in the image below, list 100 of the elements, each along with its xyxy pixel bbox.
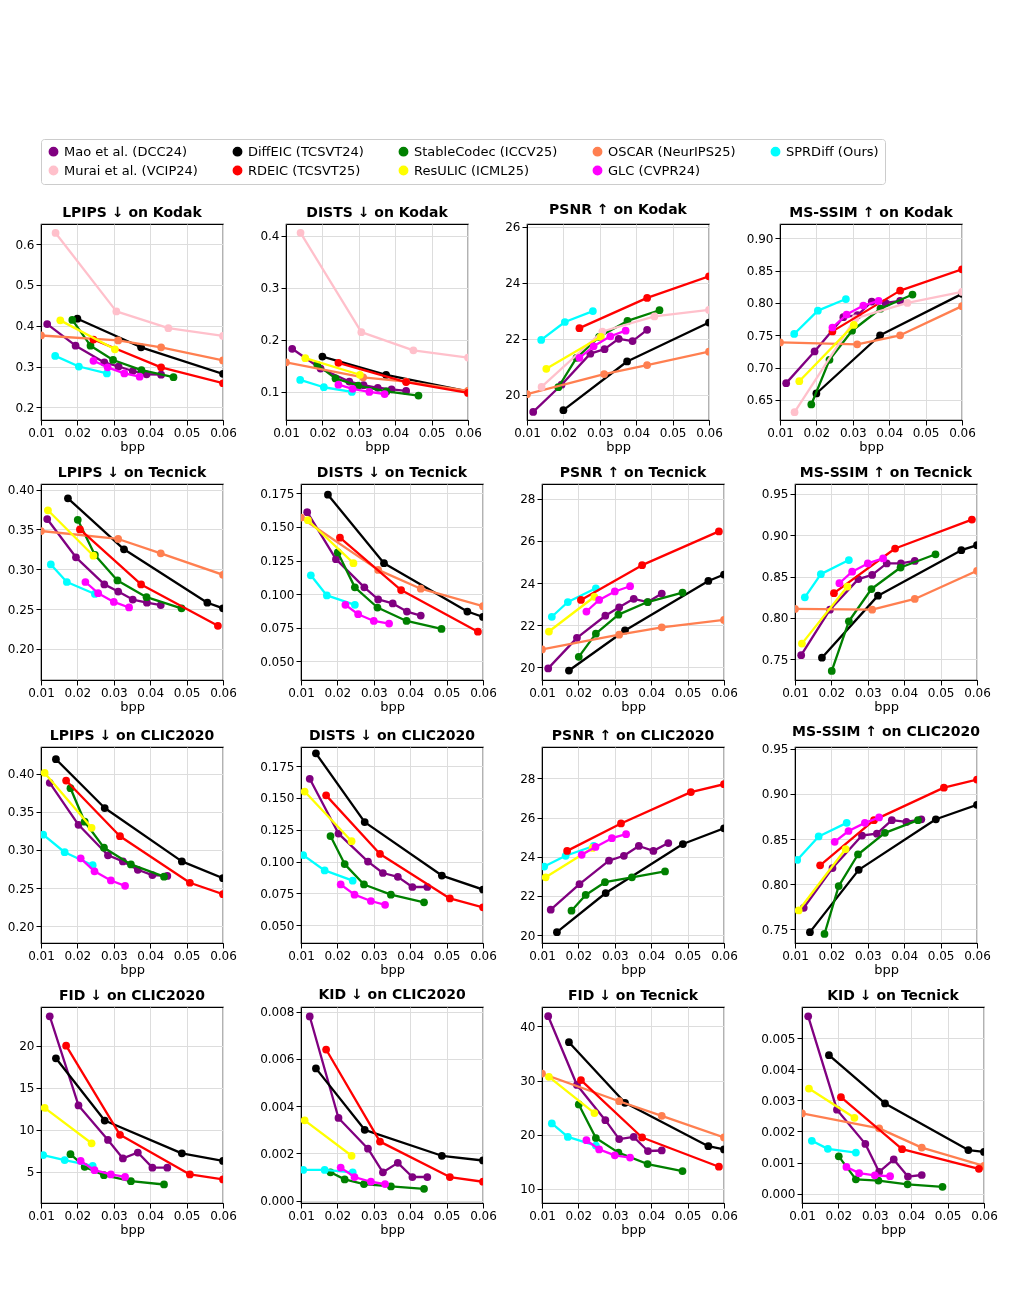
x-axis-title: bpp: [621, 1221, 646, 1237]
x-tick-label: 0.06: [470, 948, 497, 963]
x-tick-label: 0.02: [818, 948, 846, 963]
chart-title: LPIPS ↓ on CLIC2020: [49, 727, 215, 743]
x-tick-label: 0.03: [861, 1208, 889, 1223]
y-tick-label: 0.075: [260, 886, 295, 901]
x-tick-label: 0.02: [565, 948, 593, 963]
x-tick-label: 0.06: [711, 685, 738, 700]
x-tick-label: 0.04: [876, 425, 904, 440]
x-tick-label: 0.01: [782, 948, 809, 963]
x-tick-label: 0.05: [433, 948, 461, 963]
y-tick-label: 0.80: [761, 877, 789, 892]
y-tick-label: 10: [520, 1182, 536, 1197]
x-tick-label: 0.06: [711, 1208, 738, 1223]
legend-label: DiffEIC (TCSVT24): [248, 143, 364, 159]
x-tick-label: 0.05: [173, 948, 201, 963]
x-axis-title: bpp: [380, 1221, 405, 1237]
y-tick-label: 15: [19, 1081, 35, 1096]
x-tick-label: 0.02: [64, 425, 92, 440]
x-tick-label: 0.02: [818, 685, 846, 700]
x-tick-label: 0.03: [100, 425, 128, 440]
x-tick-label: 0.05: [659, 425, 687, 440]
chart-title: MS-SSIM ↑ on CLIC2020: [791, 722, 981, 739]
x-tick-label: 0.01: [767, 425, 794, 440]
x-tick-label: 0.03: [360, 1208, 388, 1223]
x-tick-label: 0.05: [173, 1208, 201, 1223]
y-tick-label: 0.95: [761, 742, 789, 757]
chart-title: PSNR ↑ on CLIC2020: [551, 727, 715, 743]
x-axis-title: bpp: [120, 698, 145, 714]
x-tick-label: 0.06: [949, 425, 976, 440]
x-tick-label: 0.02: [565, 1208, 593, 1223]
y-tick-label: 24: [505, 276, 521, 291]
y-tick-label: 0.175: [260, 486, 295, 501]
x-tick-label: 0.04: [397, 685, 425, 700]
y-tick-label: 0.2: [260, 333, 280, 348]
y-tick-label: 0.75: [746, 328, 774, 343]
y-tick-label: 0.004: [761, 1062, 796, 1077]
x-tick-label: 0.03: [854, 948, 882, 963]
x-tick-label: 0.04: [137, 1208, 165, 1223]
y-tick-label: 0.100: [260, 855, 295, 870]
y-tick-label: 0.002: [260, 1146, 295, 1161]
y-tick-label: 0.35: [7, 805, 35, 820]
y-tick-label: 40: [520, 1019, 536, 1034]
x-tick-label: 0.06: [971, 1208, 998, 1223]
y-tick-label: 0.90: [761, 528, 789, 543]
y-tick-label: 0.80: [761, 611, 789, 626]
x-tick-label: 0.04: [623, 425, 651, 440]
y-tick-label: 0.2: [15, 400, 35, 415]
x-tick-label: 0.06: [210, 948, 237, 963]
x-tick-label: 0.01: [288, 948, 315, 963]
x-tick-label: 0.01: [288, 685, 315, 700]
x-tick-label: 0.03: [360, 685, 388, 700]
chart-title: MS-SSIM ↑ on Kodak: [789, 204, 954, 220]
x-tick-label: 0.02: [324, 1208, 352, 1223]
y-tick-label: 0.25: [7, 602, 35, 617]
x-axis-title: bpp: [621, 961, 646, 977]
x-tick-label: 0.03: [360, 948, 388, 963]
y-tick-label: 0.004: [260, 1099, 295, 1114]
x-tick-label: 0.02: [550, 425, 578, 440]
y-tick-label: 10: [19, 1123, 35, 1138]
y-tick-label: 0.20: [7, 919, 35, 934]
y-tick-label: 22: [520, 618, 536, 633]
y-tick-label: 0.40: [7, 767, 35, 782]
y-tick-label: 0.25: [7, 881, 35, 896]
legend-label: ResULIC (ICML25): [414, 162, 530, 178]
x-tick-label: 0.06: [210, 1208, 237, 1223]
y-tick-label: 5: [26, 1165, 35, 1180]
y-tick-label: 0.008: [260, 1005, 295, 1020]
x-tick-label: 0.02: [309, 425, 337, 440]
y-tick-label: 0.125: [260, 823, 295, 838]
x-axis-title: bpp: [881, 1221, 906, 1237]
x-axis-title: bpp: [365, 438, 390, 454]
x-axis-title: bpp: [859, 438, 884, 454]
y-tick-label: 0.40: [7, 483, 35, 498]
x-tick-label: 0.01: [789, 1208, 816, 1223]
x-tick-label: 0.04: [137, 685, 165, 700]
x-tick-label: 0.03: [100, 1208, 128, 1223]
y-tick-label: 0.1: [260, 385, 280, 400]
y-tick-label: 0.20: [7, 642, 35, 657]
y-tick-label: 0.4: [260, 229, 280, 244]
y-tick-label: 0.90: [761, 787, 789, 802]
y-tick-label: 0.80: [746, 296, 774, 311]
y-tick-label: 0.003: [761, 1093, 796, 1108]
x-tick-label: 0.03: [601, 948, 629, 963]
legend-label: SPRDiff (Ours): [786, 143, 879, 159]
x-tick-label: 0.03: [586, 425, 614, 440]
x-axis-title: bpp: [874, 961, 899, 977]
legend-label: StableCodec (ICCV25): [414, 143, 558, 159]
y-tick-label: 0.6: [15, 237, 35, 252]
x-tick-label: 0.04: [638, 1208, 666, 1223]
x-tick-label: 0.04: [638, 948, 666, 963]
y-tick-label: 0.150: [260, 520, 295, 535]
x-tick-label: 0.04: [397, 948, 425, 963]
legend-label: Mao et al. (DCC24): [64, 143, 188, 159]
x-tick-label: 0.04: [137, 948, 165, 963]
x-tick-label: 0.05: [934, 1208, 962, 1223]
x-axis-title: bpp: [606, 438, 631, 454]
y-tick-label: 24: [520, 576, 536, 591]
y-tick-label: 22: [505, 332, 521, 347]
chart-title: PSNR ↑ on Tecnick: [559, 464, 708, 480]
